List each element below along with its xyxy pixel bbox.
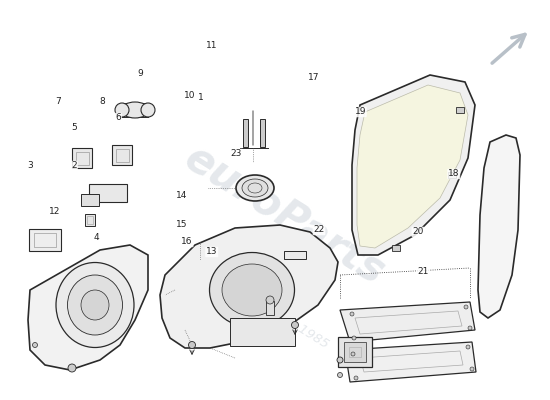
- Text: 15: 15: [176, 220, 187, 228]
- Ellipse shape: [56, 262, 134, 348]
- Bar: [75, 152, 89, 164]
- Text: 1: 1: [198, 94, 204, 102]
- Bar: [89, 184, 127, 202]
- Text: 12: 12: [50, 208, 60, 216]
- Polygon shape: [352, 75, 475, 255]
- Polygon shape: [357, 85, 468, 248]
- Text: 20: 20: [412, 228, 424, 236]
- Bar: [344, 342, 366, 362]
- Bar: [229, 318, 294, 346]
- Bar: [338, 337, 372, 367]
- Bar: [448, 172, 456, 178]
- Text: 10: 10: [184, 92, 195, 100]
- Bar: [112, 145, 132, 165]
- Text: 5: 5: [72, 124, 77, 132]
- Ellipse shape: [350, 312, 354, 316]
- Bar: [243, 119, 248, 147]
- Text: 17: 17: [308, 74, 319, 82]
- Ellipse shape: [68, 364, 76, 372]
- Ellipse shape: [351, 352, 355, 356]
- Ellipse shape: [236, 175, 274, 201]
- Ellipse shape: [32, 342, 37, 348]
- Ellipse shape: [337, 357, 343, 363]
- Text: 2: 2: [72, 162, 77, 170]
- Bar: [87, 216, 93, 224]
- Ellipse shape: [338, 372, 343, 378]
- Ellipse shape: [115, 103, 129, 117]
- Bar: [392, 245, 400, 251]
- Text: 4: 4: [94, 234, 99, 242]
- Bar: [284, 251, 306, 259]
- Polygon shape: [28, 245, 148, 370]
- Ellipse shape: [141, 103, 155, 117]
- Ellipse shape: [466, 345, 470, 349]
- Ellipse shape: [210, 252, 294, 328]
- Ellipse shape: [266, 296, 274, 304]
- Ellipse shape: [81, 290, 109, 320]
- Text: 11: 11: [206, 42, 217, 50]
- Text: 3: 3: [28, 162, 33, 170]
- Ellipse shape: [121, 102, 149, 118]
- Bar: [116, 148, 129, 162]
- Bar: [34, 233, 56, 247]
- Ellipse shape: [468, 326, 472, 330]
- Text: a passion for parts...1985: a passion for parts...1985: [179, 250, 331, 350]
- Ellipse shape: [464, 305, 468, 309]
- Text: 16: 16: [182, 238, 192, 246]
- Polygon shape: [345, 342, 476, 382]
- Text: 23: 23: [231, 150, 242, 158]
- Text: 21: 21: [418, 268, 429, 276]
- Bar: [266, 301, 274, 315]
- Bar: [81, 194, 99, 206]
- Ellipse shape: [242, 179, 268, 197]
- Bar: [260, 119, 265, 147]
- Bar: [72, 148, 92, 168]
- Text: 13: 13: [206, 248, 217, 256]
- Text: 9: 9: [138, 70, 143, 78]
- Ellipse shape: [352, 336, 356, 340]
- Bar: [349, 347, 361, 357]
- Text: 19: 19: [355, 108, 366, 116]
- Ellipse shape: [354, 376, 358, 380]
- Text: 6: 6: [116, 114, 121, 122]
- Text: 18: 18: [448, 170, 459, 178]
- Ellipse shape: [222, 264, 282, 316]
- Ellipse shape: [470, 367, 474, 371]
- Ellipse shape: [292, 322, 299, 328]
- Polygon shape: [478, 135, 520, 318]
- Ellipse shape: [189, 342, 195, 348]
- Bar: [456, 107, 464, 113]
- Bar: [85, 214, 95, 226]
- Text: 14: 14: [176, 192, 187, 200]
- Polygon shape: [340, 302, 475, 342]
- Text: 7: 7: [55, 98, 60, 106]
- Bar: [29, 229, 61, 251]
- Text: 8: 8: [99, 98, 104, 106]
- Bar: [125, 104, 145, 116]
- Text: 22: 22: [314, 226, 324, 234]
- Ellipse shape: [68, 275, 123, 335]
- Polygon shape: [160, 225, 338, 348]
- Text: euroParts: euroParts: [177, 137, 393, 293]
